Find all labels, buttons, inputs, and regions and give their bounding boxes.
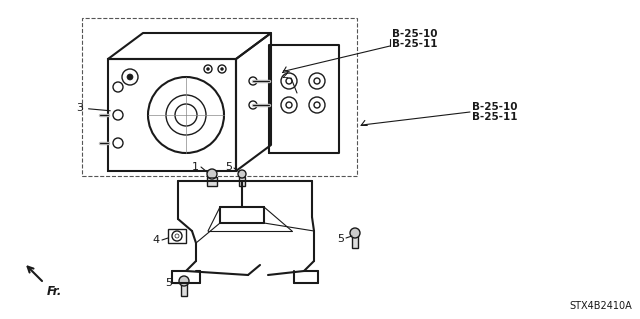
- Text: 2: 2: [282, 70, 289, 80]
- Circle shape: [179, 276, 189, 286]
- Text: B-25-11: B-25-11: [472, 112, 518, 122]
- Text: 4: 4: [153, 235, 160, 245]
- Text: 5: 5: [225, 162, 232, 172]
- Text: 1: 1: [192, 162, 199, 172]
- Circle shape: [127, 74, 133, 80]
- Text: 5: 5: [165, 278, 172, 288]
- Bar: [108, 59, 236, 171]
- Text: Fr.: Fr.: [47, 285, 62, 298]
- Text: 3: 3: [76, 103, 110, 113]
- Bar: [168, 229, 186, 243]
- Bar: [207, 177, 217, 186]
- Circle shape: [238, 170, 246, 178]
- Circle shape: [221, 68, 223, 70]
- Text: B-25-10: B-25-10: [392, 29, 438, 39]
- Bar: [352, 235, 358, 248]
- Bar: [239, 177, 245, 186]
- Bar: [82, 18, 357, 176]
- Circle shape: [207, 169, 217, 179]
- Text: B-25-10: B-25-10: [472, 102, 518, 112]
- Bar: [181, 283, 187, 296]
- Circle shape: [207, 68, 209, 70]
- Text: B-25-11: B-25-11: [392, 39, 438, 49]
- Circle shape: [350, 228, 360, 238]
- Text: 5: 5: [337, 234, 344, 244]
- Text: STX4B2410A: STX4B2410A: [569, 301, 632, 311]
